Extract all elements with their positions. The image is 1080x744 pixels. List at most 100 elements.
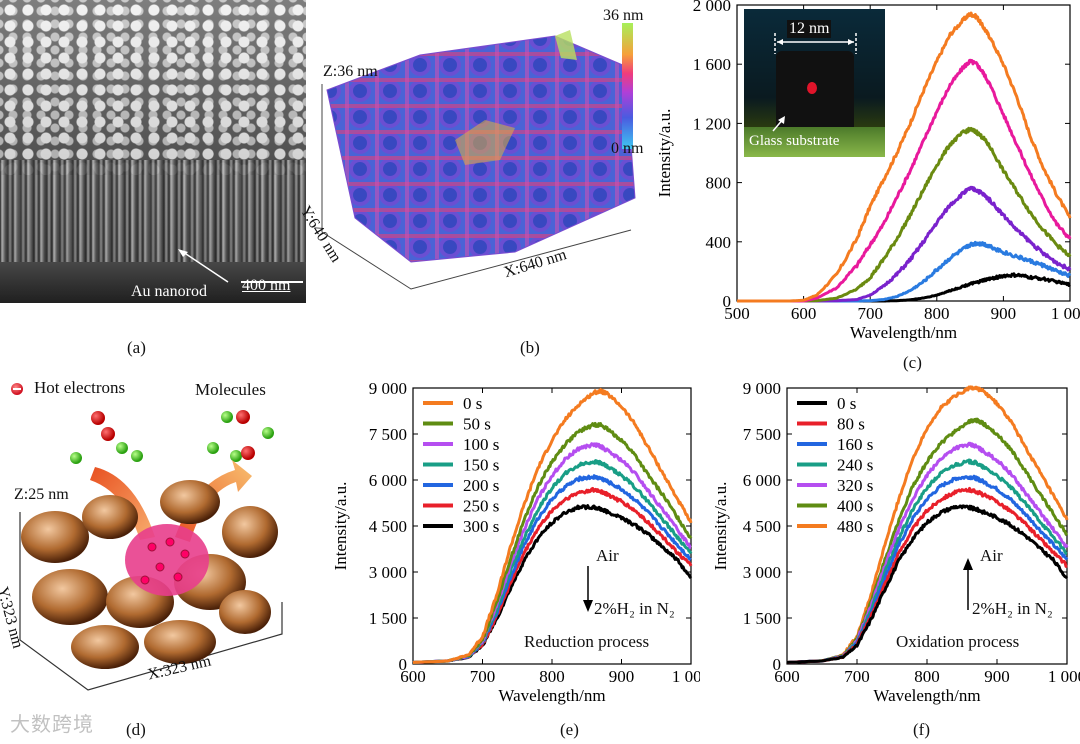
panel-c-inset-overlay [772, 33, 857, 132]
panel-f-process-label: Oxidation process [896, 632, 1020, 651]
panel-a-pointer-arrowhead [178, 249, 188, 257]
panel-e-annotation [583, 566, 593, 612]
x-tick-label: 800 [539, 667, 565, 686]
panel-d-z-label: Z:25 nm [14, 486, 69, 503]
panel-f-annot-bottom: 2%H₂ in N₂ [972, 599, 1053, 618]
series-line-0-s [786, 504, 1069, 664]
x-axis-label: Wavelength/nm [873, 686, 980, 705]
x-axis-label: Wavelength/nm [850, 323, 957, 342]
x-tick-label: 700 [844, 667, 870, 686]
panel-e-annot-bottom: 2%H₂ in N₂ [594, 599, 675, 618]
panel-b-surface-peak [555, 30, 577, 60]
y-tick-label: 1 200 [693, 114, 731, 133]
chart-c: 500 600 700 800 900 1 000 0 400 800 1 200 1 600 2 0… [655, 0, 1080, 342]
panel-b-afm [321, 23, 636, 290]
panel-a-nanorod-label: Au nanorod [131, 283, 207, 300]
molecule-red-icon [91, 411, 105, 425]
panel-f-arrowhead [963, 558, 973, 570]
panel-e-annot-top: Air [596, 546, 619, 565]
molecule-green-icon [221, 411, 233, 423]
caption-b: (b) [520, 338, 540, 357]
series-line-curve-3 [737, 126, 1072, 303]
molecule-red-icon [101, 427, 115, 441]
y-axis-label: Intensity/a.u. [655, 109, 674, 198]
panel-a-overlay [178, 249, 303, 283]
legend-label: 320 s [837, 476, 873, 495]
series-line-curve-6 [737, 272, 1071, 303]
panel-c-inset-scale: 12 nm [787, 20, 832, 38]
series-line-curve-2 [737, 58, 1072, 303]
caption-d: (d) [126, 720, 146, 739]
series-line-curve-5 [737, 240, 1072, 303]
panel-e-arrowhead [583, 600, 593, 612]
y-tick-label: 1 600 [693, 55, 731, 74]
x-tick-label: 900 [609, 667, 635, 686]
legend-label: 300 s [463, 517, 499, 536]
panel-b-colorbar-max: 36 nm [603, 7, 644, 24]
caption-c: (c) [903, 353, 922, 372]
legend-label: 150 s [463, 456, 499, 475]
legend-label: 80 s [837, 415, 865, 434]
chart-e: 600 700 800 900 1 000 0 1 500 3 000 4 500 6 000 7 … [331, 379, 700, 705]
y-tick-label: 9 000 [369, 379, 407, 398]
series-group [412, 387, 693, 664]
central-nanoparticle [125, 524, 209, 596]
panel-b-colorbar [622, 23, 633, 149]
series-group [737, 11, 1072, 303]
legend-label: 480 s [837, 517, 873, 536]
molecule-red-icon [236, 410, 250, 424]
x-tick-label: 900 [991, 304, 1017, 323]
y-tick-label: 7 500 [743, 425, 781, 444]
y-tick-label: 0 [399, 655, 408, 674]
y-tick-label: 0 [773, 655, 782, 674]
y-tick-label: 9 000 [743, 379, 781, 398]
x-tick-label: 800 [914, 667, 940, 686]
panel-c-inset-photo [744, 9, 885, 157]
panel-b-colorbar-min: 0 nm [611, 140, 644, 157]
series-line-0-s [412, 387, 693, 664]
panel-f-annotation [963, 558, 973, 610]
legend-label: 250 s [463, 497, 499, 516]
x-tick-label: 900 [984, 667, 1010, 686]
y-tick-label: 6 000 [369, 471, 407, 490]
y-tick-label: 3 000 [369, 563, 407, 582]
caption-f: (f) [913, 720, 930, 739]
x-tick-label: 800 [924, 304, 950, 323]
molecule-green-icon [131, 450, 143, 462]
legend-label: 50 s [463, 415, 491, 434]
panel-c-inset-label: Glass substrate [749, 133, 840, 149]
panel-b-frame [321, 84, 632, 290]
y-tick-label: 0 [723, 292, 732, 311]
legend-label: 0 s [463, 394, 482, 413]
y-tick-label: 2 000 [693, 0, 731, 15]
x-tick-label: 500 [724, 304, 750, 323]
molecule-green-icon [70, 452, 82, 464]
y-tick-label: 7 500 [369, 425, 407, 444]
legend-label: 240 s [837, 456, 873, 475]
legend-label: 200 s [463, 476, 499, 495]
legend-label: 160 s [837, 435, 873, 454]
x-axis-label: Wavelength/nm [498, 686, 605, 705]
molecule-green-icon [116, 442, 128, 454]
panel-a-scale-label: 400 nm [242, 277, 291, 294]
x-tick-label: 1 000 [1051, 304, 1080, 323]
series-group [786, 385, 1069, 664]
y-tick-label: 3 000 [743, 563, 781, 582]
y-axis-label: Intensity/a.u. [711, 482, 730, 571]
x-tick-label: 600 [400, 667, 426, 686]
x-tick-label: 700 [857, 304, 883, 323]
y-tick-label: 4 500 [743, 517, 781, 536]
legend-label: 0 s [837, 394, 856, 413]
panel-b-surface-peak [455, 120, 515, 165]
x-tick-label: 1 000 [672, 667, 700, 686]
x-tick-label: 600 [791, 304, 817, 323]
y-tick-label: 1 500 [369, 609, 407, 628]
y-axis-label: Intensity/a.u. [331, 482, 350, 571]
panel-b-z-label: Z:36 nm [323, 63, 378, 80]
molecule-green-icon [262, 427, 274, 439]
molecule-red-icon [241, 446, 255, 460]
panel-a-sem-image [0, 0, 306, 303]
y-tick-label: 6 000 [743, 471, 781, 490]
legend-label: 100 s [463, 435, 499, 454]
caption-e: (e) [560, 720, 579, 739]
